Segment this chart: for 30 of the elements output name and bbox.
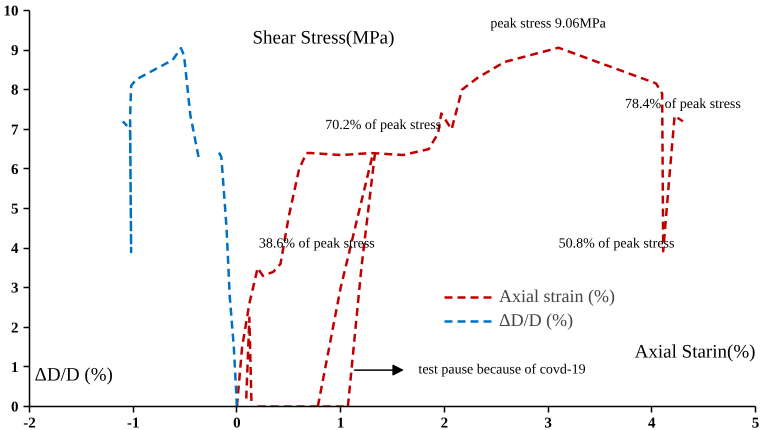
y-tick-label: 9 [11, 43, 18, 60]
x-tick-label: 5 [752, 416, 760, 430]
x-tick-label: 2 [440, 416, 448, 430]
y-tick-label: 2 [11, 320, 18, 336]
y-tick-label: 1 [11, 360, 18, 376]
y-tick-label: 6 [11, 162, 19, 178]
y-axis-title: Shear Stress(MPa) [252, 28, 394, 49]
legend-label: ΔD/D (%) [499, 310, 574, 331]
y-tick-label: 7 [11, 122, 19, 138]
x-tick-label: 4 [648, 416, 656, 430]
y-tick-label: 5 [11, 202, 18, 218]
x-axis-title: Axial Starin(%) [634, 342, 756, 363]
annotation: ΔD/D (%) [34, 364, 113, 386]
annotation: 78.4% of peak stress [624, 96, 741, 112]
legend-label: Axial strain (%) [499, 286, 615, 307]
annotation: 38.6% of peak stress [258, 236, 375, 252]
x-tick-label: 1 [336, 416, 344, 430]
x-tick-label: -1 [126, 416, 140, 430]
annotation: 50.8% of peak stress [558, 236, 674, 252]
x-tick-label: 0 [233, 416, 241, 430]
x-tick-label: 3 [544, 416, 552, 430]
annotation: test pause because of covd-19 [418, 362, 586, 378]
annotation: 70.2% of peak stress [325, 118, 442, 133]
annotation: peak stress 9.06MPa [490, 16, 607, 32]
y-tick-label: 4 [11, 241, 19, 258]
y-tick-label: 0 [11, 400, 18, 416]
y-tick-label: 3 [11, 280, 18, 297]
y-tick-label: 8 [11, 82, 18, 99]
y-tick-label: 10 [4, 4, 18, 20]
x-tick-label: -2 [23, 416, 36, 430]
